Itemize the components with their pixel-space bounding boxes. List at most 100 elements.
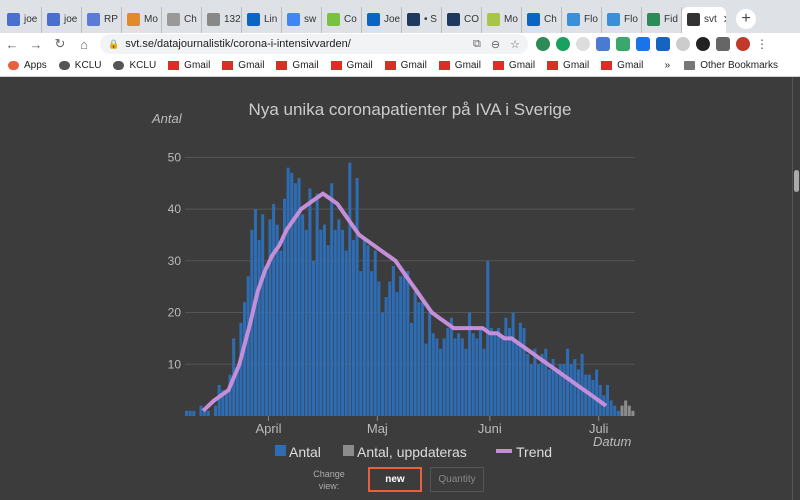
bar	[478, 328, 482, 416]
browser-tab[interactable]: Co	[322, 6, 362, 33]
bookmark-item[interactable]: Apps	[8, 60, 47, 71]
bookmark-item[interactable]: Gmail	[384, 60, 427, 71]
bar	[529, 364, 533, 416]
y-axis-label: Antal	[151, 111, 183, 126]
pending-bar	[624, 400, 628, 416]
bar	[373, 250, 377, 416]
bar	[384, 297, 388, 416]
browser-tab[interactable]: Lin	[242, 6, 282, 33]
bookmark-label: KCLU	[74, 60, 102, 71]
bar	[185, 410, 189, 416]
bar	[576, 369, 580, 416]
scrollbar[interactable]	[792, 77, 800, 500]
browser-tab[interactable]: RP	[82, 6, 122, 33]
browser-tab[interactable]: sw	[282, 6, 322, 33]
bar	[558, 364, 562, 416]
url-text: svt.se/datajournalistik/corona-i-intensi…	[125, 38, 351, 50]
extension-icon[interactable]	[576, 37, 590, 51]
pending-bar	[631, 410, 635, 416]
browser-tab[interactable]: • S	[402, 6, 442, 33]
tab-label: sw	[304, 14, 317, 25]
bar	[439, 348, 443, 416]
extension-icon[interactable]	[616, 37, 630, 51]
browser-tab[interactable]: Flo	[562, 6, 602, 33]
address-bar[interactable]: 🔒 svt.se/datajournalistik/corona-i-inten…	[100, 34, 528, 54]
y-tick-label: 20	[168, 306, 182, 320]
back-icon[interactable]: ←	[5, 36, 19, 52]
bar	[526, 353, 530, 416]
bookmark-item[interactable]: Gmail	[438, 60, 481, 71]
bar	[399, 276, 403, 416]
folder-icon	[684, 61, 696, 70]
bookmark-item[interactable]: Gmail	[276, 60, 319, 71]
reload-icon[interactable]: ↻	[54, 36, 66, 51]
extension-icon[interactable]	[596, 37, 610, 51]
close-tab-icon[interactable]: ✕	[723, 13, 726, 26]
bookmark-star-icon[interactable]: ☆	[510, 38, 520, 51]
browser-toolbar: ← → ↻ ⌂ 🔒 svt.se/datajournalistik/corona…	[0, 33, 800, 55]
browser-tab[interactable]: CO	[442, 6, 482, 33]
bar	[489, 328, 493, 416]
gmail-icon	[330, 61, 342, 70]
extension-icon[interactable]	[636, 37, 650, 51]
tab-label: • S	[424, 14, 437, 25]
bar	[333, 229, 337, 416]
bar	[500, 338, 504, 416]
browser-tab[interactable]: Fid	[642, 6, 682, 33]
bookmark-item[interactable]: KCLU	[113, 60, 156, 71]
browser-tab[interactable]: Ch	[522, 6, 562, 33]
tab-label: Lin	[264, 14, 278, 25]
scrollbar-thumb[interactable]	[794, 170, 799, 192]
bar	[235, 369, 239, 416]
bookmark-item[interactable]: Gmail	[492, 60, 535, 71]
extension-icon[interactable]	[696, 37, 710, 51]
browser-tab[interactable]: joe	[42, 6, 82, 33]
extension-icon[interactable]	[676, 37, 690, 51]
menu-icon[interactable]: ⋮	[756, 37, 768, 51]
bookmark-item[interactable]: Gmail	[168, 60, 210, 71]
bar	[584, 374, 588, 416]
browser-tab[interactable]: joe	[2, 6, 42, 33]
bar	[562, 364, 566, 416]
bookmark-item[interactable]: Gmail	[222, 60, 264, 71]
new-view-button[interactable]: new	[368, 467, 422, 492]
browser-tab[interactable]: 132	[202, 6, 242, 33]
bar	[388, 281, 392, 416]
bar	[507, 328, 512, 416]
browser-tab[interactable]: svt ✕	[682, 6, 726, 33]
bar	[605, 384, 609, 416]
bar	[312, 260, 316, 416]
forward-icon[interactable]: →	[29, 36, 43, 52]
bookmark-item[interactable]: Gmail	[547, 60, 589, 71]
bookmark-item[interactable]: Gmail	[330, 60, 373, 71]
home-icon[interactable]: ⌂	[80, 36, 88, 52]
bar	[540, 353, 544, 416]
avatar[interactable]	[736, 37, 750, 51]
bar	[221, 390, 225, 416]
extension-icon[interactable]	[556, 37, 570, 51]
puzzle-icon[interactable]	[716, 37, 730, 51]
bookmark-item[interactable]: KCLU	[58, 60, 102, 71]
browser-tab[interactable]: Mo	[482, 6, 522, 33]
zoom-icon[interactable]: ⊖	[490, 38, 501, 51]
extension-icon[interactable]	[536, 37, 550, 51]
translate-icon[interactable]: ⧉	[473, 37, 481, 50]
browser-tab[interactable]: Joe	[362, 6, 402, 33]
other-bookmarks-button[interactable]: Other Bookmarks	[684, 60, 778, 71]
browser-tab[interactable]: Flo	[602, 6, 642, 33]
gmail-icon	[384, 61, 396, 70]
quantity-view-button[interactable]: Quantity	[430, 467, 484, 492]
legend-label: Antal, uppdateras	[357, 444, 467, 460]
browser-tab[interactable]: Ch	[162, 6, 202, 33]
bar	[279, 250, 283, 416]
globe-icon	[87, 13, 100, 26]
bar	[282, 198, 287, 416]
extension-icon[interactable]	[656, 37, 670, 51]
bookmark-label: Gmail	[617, 60, 644, 71]
linkedin-icon	[367, 13, 380, 26]
browser-tab[interactable]: Mo	[122, 6, 162, 33]
bookmark-item[interactable]: Gmail	[601, 60, 643, 71]
bar	[569, 364, 573, 416]
new-tab-button[interactable]: +	[736, 8, 756, 29]
more-bookmarks-button[interactable]: »	[664, 60, 671, 71]
